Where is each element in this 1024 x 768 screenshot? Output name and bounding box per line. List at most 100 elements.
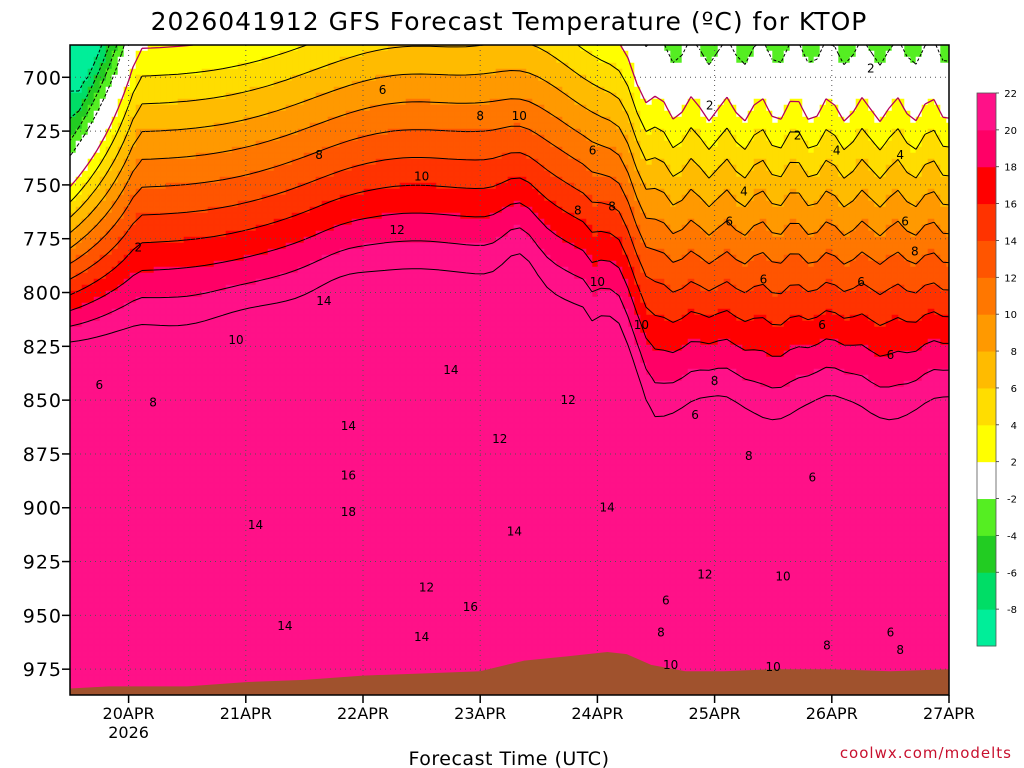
x-tick-label: 23APR [454,704,506,723]
colorbar-swatch [977,461,996,500]
contour-label: 12 [419,580,434,594]
colorbar-swatch [977,387,996,426]
isotherm-4 [70,45,949,203]
contour-label: 8 [657,626,665,640]
isotherm-10 [70,98,949,249]
contour-label: 18 [341,505,356,519]
isotherm--8 [70,45,103,92]
x-tick-label: 24APR [571,704,623,723]
x-tick-sublabel: 2026 [108,723,149,742]
colorbar-label: 20 [1004,126,1017,137]
colorbar-swatch [977,351,996,389]
colorbar-swatch [977,609,996,647]
x-tick-label: 22APR [337,704,389,723]
colorbar-label: 4 [1011,421,1017,432]
colorbar-swatch [977,240,996,278]
contour-label: 2 [706,98,714,112]
contour-label: 12 [697,567,712,581]
x-tick-label: 21APR [220,704,272,723]
isotherm--6 [70,45,110,120]
contour-label: 12 [492,432,507,446]
contour-label: 10 [634,318,649,332]
colorbar-swatch [977,535,996,573]
colorbar-label: -2 [1007,495,1017,506]
y-tick-label: 750 [23,175,62,197]
contour-label: 6 [901,214,909,228]
contour-label: 10 [414,169,429,183]
colorbar-label: 2 [1011,458,1017,469]
x-axis-label: Forecast Time (UTC) [409,748,610,768]
colorbar-frame [976,92,997,647]
contour-label: 2 [794,128,802,142]
contour-label: 16 [463,600,478,614]
colorbar-swatch [977,314,996,352]
contour-label: 4 [833,143,841,157]
contour-label: 8 [315,148,323,162]
isotherm-18 [70,202,949,357]
contour-label: 8 [896,643,904,657]
contour-label: 8 [476,109,484,123]
contour-label: 14 [600,501,615,515]
contour-label: 8 [574,204,582,218]
colorbar-label: -8 [1007,605,1017,616]
contour-label: 14 [414,630,429,644]
contour-label: 8 [911,245,919,259]
isotherm-8 [70,70,949,234]
contour-label: 10 [228,333,243,347]
contour-label: 12 [390,223,405,237]
y-tick-label: 775 [23,229,62,251]
y-tick-label: 950 [23,605,62,627]
contour-label: 14 [248,518,263,532]
y-tick-label: 850 [23,390,62,412]
isotherm-6 [70,45,949,218]
contour-label: 6 [818,318,826,332]
contour-label: 6 [760,273,768,287]
colorbar-label: 16 [1004,200,1017,211]
contour-label: 10 [766,660,781,674]
isotherm-lines [70,45,949,421]
contour-label: 6 [808,471,816,485]
isotherm-22 [70,253,949,421]
temperature-bands [70,45,949,695]
contour-label: 10 [663,658,678,672]
colorbar-swatch [977,424,996,463]
y-axis-pressure: 700 725 750 775 800 825 850 875 900 925 950 975 [23,67,70,681]
colorbar-swatch [977,277,996,315]
contour-label: 16 [341,468,356,482]
y-tick-label: 800 [23,283,62,305]
contour-label: 6 [887,348,895,362]
contour-label: 10 [775,570,790,584]
colorbar-swatch [977,129,996,168]
credit-text: coolwx.com/modelts [840,744,1012,762]
chart-title: 2026041912 GFS Forecast Temperature (ºC)… [151,7,868,36]
colorbar-label: 22 [1004,89,1017,100]
contour-labels: 68 10810121410681414161814121214121614141… [95,62,918,674]
colorbar-label: 10 [1004,310,1017,321]
y-tick-label: 900 [23,498,62,520]
contour-label: 4 [740,184,748,198]
contour-label: 10 [512,109,527,123]
colorbar-label: -4 [1007,531,1017,542]
y-tick-label: 725 [23,121,62,143]
colorbar-swatch [977,572,996,610]
contour-label: 6 [857,275,865,289]
y-tick-label: 975 [23,659,62,681]
colorbar-label: 18 [1004,163,1017,174]
colorbar-label: 14 [1004,236,1017,247]
contour-label: 8 [149,395,157,409]
contour-label: 8 [745,449,753,463]
colorbar-swatch [977,166,996,205]
isotherm--4 [70,45,118,141]
grid-lines [70,45,949,695]
colorbar-swatch [977,498,996,536]
colorbar-swatch [977,203,996,241]
contour-label: 14 [443,363,458,377]
contour-label: 6 [691,408,699,422]
x-tick-label: 27APR [923,704,975,723]
terrain-surface [70,652,949,695]
contour-label: 2 [867,62,875,76]
plot-area: 68 10810121410681414161814121214121614141… [70,45,949,695]
x-tick-label: 25APR [689,704,741,723]
contour-label: 10 [590,275,605,289]
